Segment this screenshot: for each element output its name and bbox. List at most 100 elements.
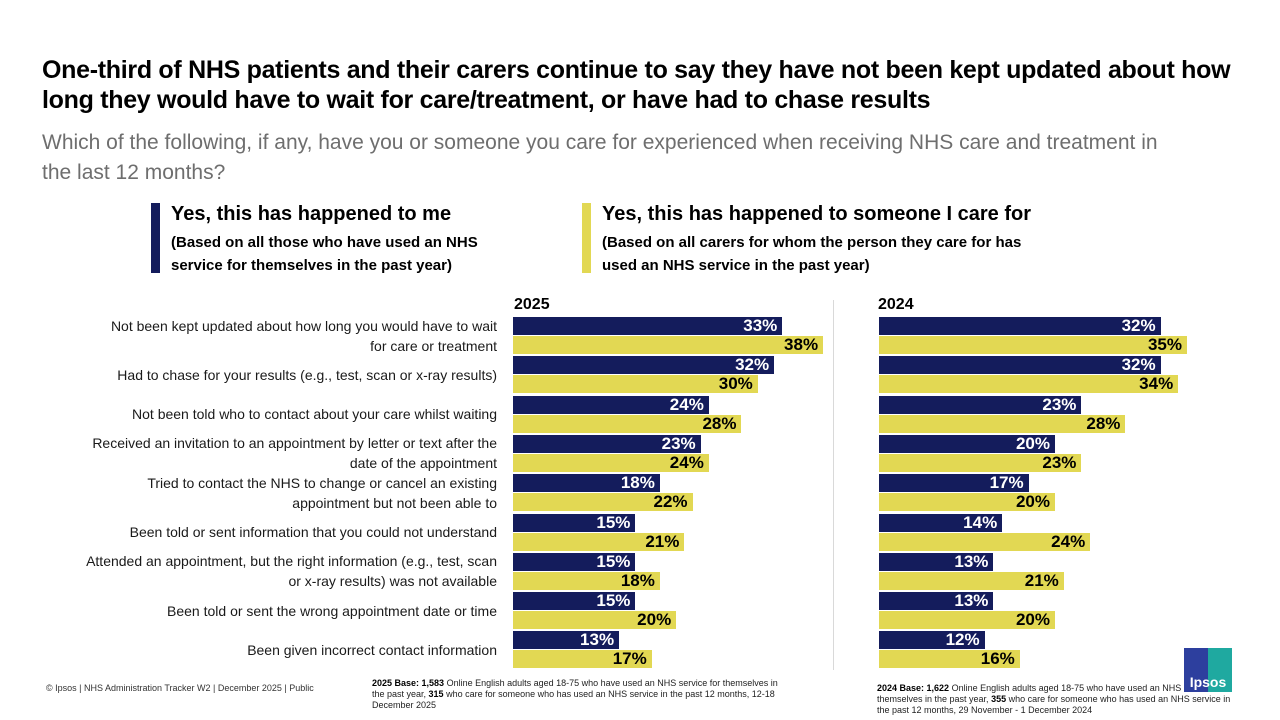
data-label: 32%: [1121, 355, 1156, 375]
data-label: 32%: [735, 355, 770, 375]
data-label: 21%: [1024, 570, 1059, 590]
category-label-line: or x-ray results) was not available: [288, 573, 497, 590]
bar-2025-carer: 22%: [513, 492, 693, 512]
data-label: 24%: [669, 452, 704, 472]
base-2024-label: 2024 Base: 1,622: [877, 683, 950, 693]
category-label: Tried to contact the NHS to change or ca…: [17, 473, 497, 513]
category-label-line: Attended an appointment, but the right i…: [86, 553, 497, 570]
data-label: 17%: [989, 473, 1024, 493]
panel-year-2025: 2025: [514, 296, 550, 313]
legend-base-carer-line1: (Based on all carers for whom the person…: [602, 234, 1022, 251]
data-label: 13%: [580, 630, 615, 650]
legend-base-me: (Based on all those who have used an NHS…: [171, 231, 478, 277]
bar-2025-me: 18%: [513, 473, 660, 493]
base-note-2025: 2025 Base: 1,583 Online English adults a…: [372, 678, 792, 711]
bar-2024-me: 23%: [879, 395, 1082, 414]
category-label: Been told or sent information that you c…: [17, 522, 497, 542]
logo-text: Ipsos: [1189, 674, 1227, 690]
base-note-2024: 2024 Base: 1,622 Online English adults a…: [877, 683, 1237, 716]
data-label: 12%: [945, 630, 980, 650]
data-label: 13%: [954, 551, 989, 571]
category-label: Been given incorrect contact information: [17, 640, 497, 660]
bar-2024-me: 17%: [879, 473, 1029, 493]
legend-heading-carer: Yes, this has happened to someone I care…: [602, 203, 1032, 225]
bar-2025-carer: 30%: [513, 374, 758, 394]
ipsos-logo: Ipsos: [1184, 648, 1232, 692]
bar-2024-carer: 16%: [879, 649, 1020, 669]
bar-2025-carer: 18%: [513, 570, 660, 590]
category-label: Not been kept updated about how long you…: [17, 316, 497, 356]
bar-2025-me: 32%: [513, 355, 775, 375]
bar-2024-me: 32%: [879, 316, 1161, 335]
data-label: 16%: [980, 649, 1015, 669]
bar-2024-me: 32%: [879, 355, 1161, 375]
category-label-line: Had to chase for your results (e.g., tes…: [117, 366, 497, 383]
category-label: Attended an appointment, but the right i…: [17, 551, 497, 591]
bar-2025-carer: 21%: [513, 531, 685, 551]
bar-2025-me: 23%: [513, 433, 701, 453]
legend-base-carer: (Based on all carers for whom the person…: [602, 231, 1021, 277]
data-label: 28%: [702, 413, 737, 433]
data-label: 24%: [1051, 531, 1086, 551]
data-label: 15%: [596, 551, 631, 571]
data-label: 13%: [954, 591, 989, 611]
data-label: 34%: [1139, 374, 1174, 394]
bar-2024-me: 13%: [879, 551, 994, 571]
data-label: 23%: [661, 433, 696, 453]
data-label: 33%: [743, 316, 778, 335]
category-label-line: date of the appointment: [349, 455, 497, 472]
category-label-line: Tried to contact the NHS to change or ca…: [147, 474, 497, 491]
data-label: 18%: [620, 570, 655, 590]
data-label: 28%: [1086, 413, 1121, 433]
data-label: 20%: [1015, 492, 1050, 512]
panel-year-2024: 2024: [878, 296, 914, 313]
category-label: Had to chase for your results (e.g., tes…: [17, 365, 497, 385]
bar-2025-me: 24%: [513, 394, 709, 414]
legend-swatch-me: [151, 203, 160, 273]
slide-title: One-third of NHS patients and their care…: [42, 56, 1231, 114]
data-label: 20%: [1015, 433, 1050, 453]
logo-head-icon: [1200, 652, 1216, 674]
bar-2024-carer: 24%: [879, 531, 1091, 551]
legend-swatch-carer: [582, 203, 591, 273]
data-label: 30%: [718, 374, 753, 394]
bar-2024-carer: 21%: [879, 570, 1064, 590]
bar-2024-me: 13%: [879, 591, 994, 611]
base-2025-label: 2025 Base: 1,583: [372, 678, 445, 688]
category-label-line: Received an invitation to an appointment…: [92, 435, 497, 452]
data-label: 24%: [669, 394, 704, 414]
legend-base-me-line2: service for themselves in the past year): [171, 257, 452, 274]
bar-2024-carer: 20%: [879, 492, 1055, 512]
bar-2024-carer: 35%: [879, 335, 1187, 354]
bar-2024-carer: 28%: [879, 413, 1126, 433]
data-label: 21%: [645, 531, 680, 551]
bar-2025-me: 15%: [513, 591, 636, 611]
base-2024-carers: 355: [991, 694, 1007, 704]
bar-2025-me: 33%: [513, 316, 783, 335]
category-label-line: Been given incorrect contact information: [247, 641, 497, 658]
bar-2024-me: 20%: [879, 433, 1055, 453]
data-label: 20%: [637, 610, 672, 630]
bar-2025-carer: 28%: [513, 413, 742, 433]
category-label: Not been told who to contact about your …: [17, 404, 497, 424]
data-label: 22%: [653, 492, 688, 512]
category-label-line: Not been kept updated about how long you…: [110, 317, 497, 334]
category-label-line: Not been told who to contact about your …: [132, 406, 497, 423]
bar-2024-carer: 20%: [879, 610, 1055, 630]
category-label-line: Been told or sent information that you c…: [129, 524, 497, 540]
data-label: 17%: [612, 649, 647, 669]
category-label: Been told or sent the wrong appointment …: [17, 601, 497, 621]
bar-2025-carer: 38%: [513, 335, 824, 354]
base-2024-text1: Online English adults aged 18-75 who hav…: [877, 683, 1226, 704]
data-label: 35%: [1147, 335, 1182, 354]
question-text: Which of the following, if any, have you…: [42, 131, 1158, 184]
legend-base-me-line1: (Based on all those who have used an NHS: [171, 234, 478, 251]
base-2024-text2: who care for someone who has used an NHS…: [877, 694, 1231, 715]
bar-2024-carer: 23%: [879, 452, 1082, 472]
base-2025-text1: Online English adults aged 18-75 who hav…: [372, 678, 778, 699]
bar-2025-carer: 17%: [513, 649, 652, 669]
bar-2025-me: 15%: [513, 513, 636, 532]
data-label: 23%: [1042, 452, 1077, 472]
bar-2024-me: 12%: [879, 630, 985, 650]
legend-base-carer-line2: used an NHS service in the past year): [602, 257, 870, 274]
